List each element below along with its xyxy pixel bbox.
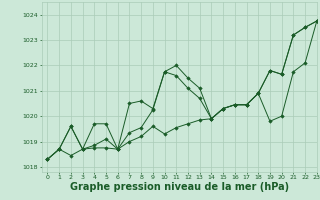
X-axis label: Graphe pression niveau de la mer (hPa): Graphe pression niveau de la mer (hPa) [70,182,289,192]
